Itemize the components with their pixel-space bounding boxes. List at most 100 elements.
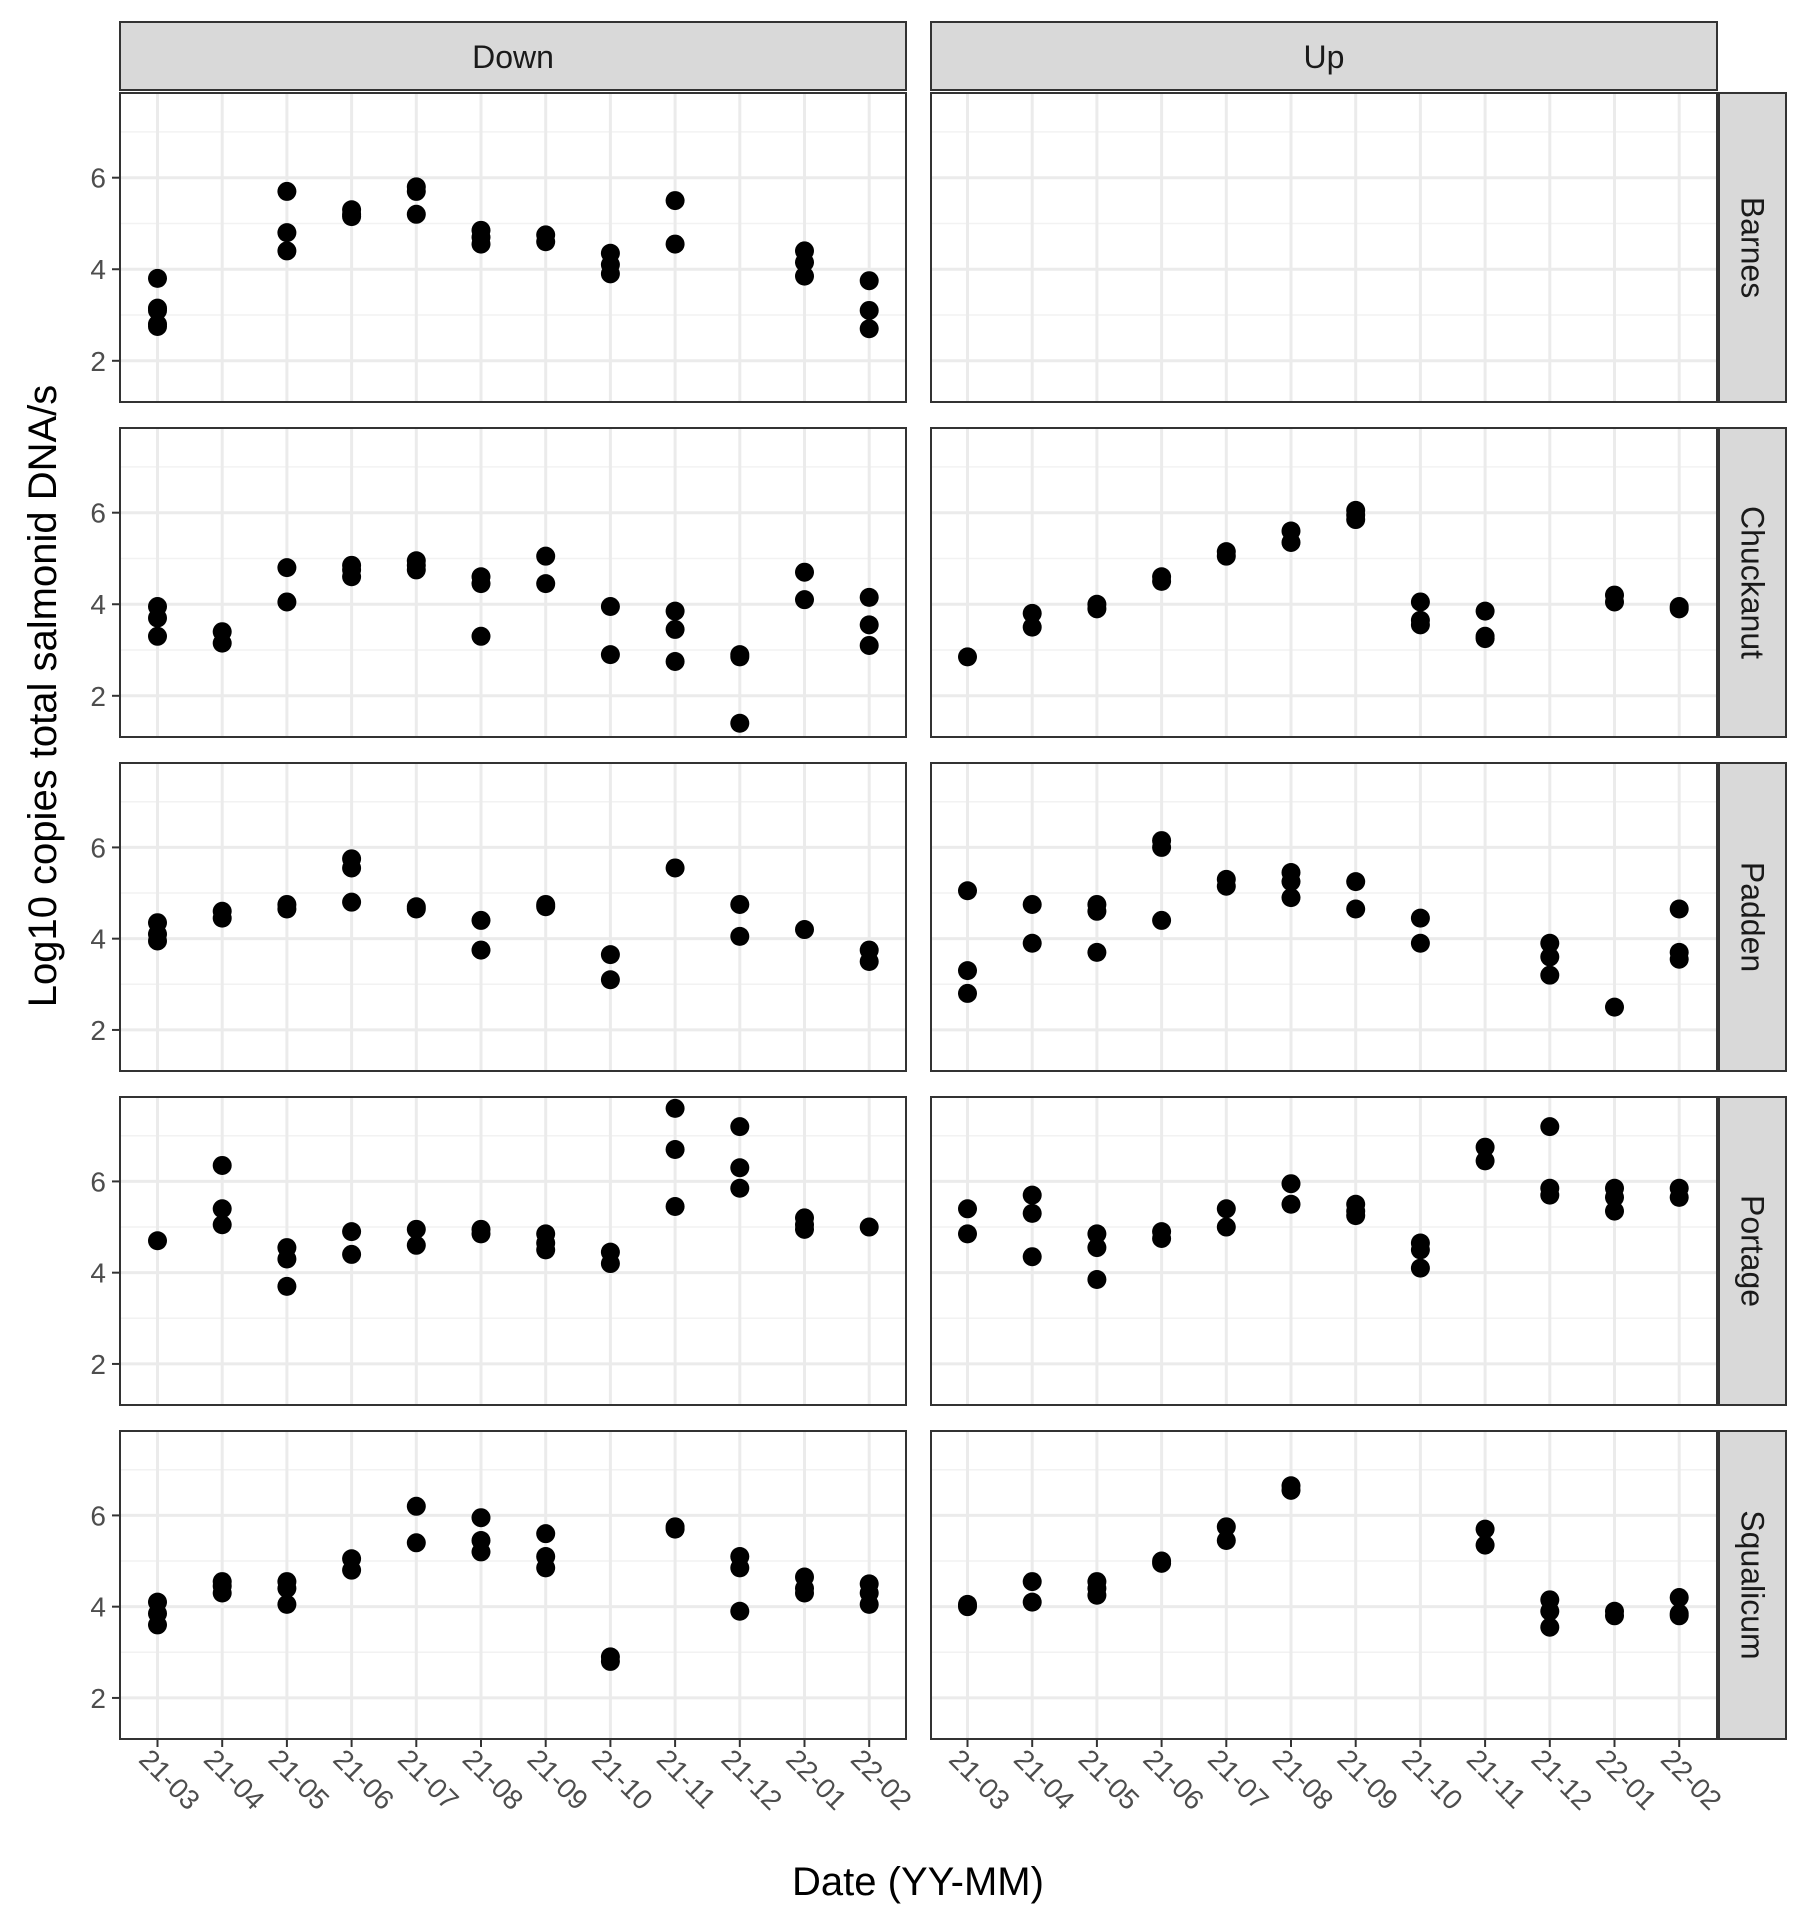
- data-point: [1281, 1194, 1301, 1214]
- data-point: [1087, 1224, 1107, 1244]
- data-point: [1152, 571, 1172, 591]
- data-point: [1087, 1270, 1107, 1290]
- data-point: [406, 1533, 426, 1553]
- data-point: [1022, 603, 1042, 623]
- data-point: [148, 1231, 167, 1251]
- panel-portage-up: [930, 1096, 1718, 1406]
- data-point: [1605, 1606, 1624, 1626]
- facet-strip-portage: [1718, 1096, 1787, 1406]
- facet-strip-label-barnes: Barnes: [1735, 197, 1771, 298]
- data-point: [1216, 546, 1236, 566]
- data-point: [406, 181, 426, 201]
- data-point: [1475, 1137, 1495, 1157]
- panel-border: [930, 762, 1718, 1072]
- data-point: [1346, 899, 1366, 919]
- panel-background: [931, 93, 1717, 402]
- data-point: [536, 897, 556, 917]
- panel-border: [930, 427, 1718, 738]
- data-point: [730, 1117, 750, 1137]
- data-point: [958, 983, 977, 1003]
- facet-strip-label-portage: Portage: [1735, 1195, 1771, 1307]
- data-point: [1410, 615, 1430, 635]
- data-point: [212, 1215, 232, 1235]
- panel-border: [119, 92, 907, 403]
- data-point: [1540, 1117, 1560, 1137]
- data-point: [958, 881, 977, 901]
- data-point: [730, 1558, 750, 1578]
- data-point: [536, 232, 556, 252]
- data-point: [212, 908, 232, 928]
- data-point: [1216, 1531, 1236, 1551]
- panel-chuckanut-up: [930, 427, 1718, 738]
- data-point: [795, 1583, 814, 1603]
- data-point: [536, 1240, 556, 1260]
- facet-strip-label-chuckanut: Chuckanut: [1735, 506, 1771, 659]
- data-point: [795, 920, 814, 940]
- data-point: [1605, 1201, 1624, 1221]
- data-point: [1087, 901, 1107, 921]
- data-point: [1152, 1228, 1172, 1248]
- data-point: [148, 931, 167, 951]
- data-point: [148, 608, 167, 628]
- data-point: [958, 1199, 977, 1219]
- panel-border: [119, 1096, 907, 1406]
- data-point: [859, 271, 879, 291]
- y-tick-label: 4: [90, 1258, 106, 1289]
- data-point: [859, 1217, 879, 1237]
- data-point: [1475, 1519, 1495, 1539]
- data-point: [1540, 965, 1560, 985]
- data-point: [277, 592, 297, 612]
- y-tick-label: 2: [90, 1015, 106, 1046]
- data-point: [1346, 872, 1366, 892]
- panel-background: [931, 428, 1717, 737]
- y-tick-label: 6: [90, 832, 106, 863]
- panel-border: [119, 427, 907, 738]
- data-point: [600, 597, 620, 617]
- data-point: [1022, 1185, 1042, 1205]
- panel-border: [930, 1430, 1718, 1740]
- data-point: [795, 562, 814, 582]
- data-point: [600, 645, 620, 665]
- panel-barnes-down: 2 4 6: [90, 92, 907, 403]
- panel-background: [931, 763, 1717, 1071]
- data-point: [1669, 599, 1689, 619]
- data-point: [471, 234, 491, 254]
- panel-border: [119, 1430, 907, 1740]
- facet-strip-barnes: [1718, 92, 1787, 403]
- data-point: [859, 615, 879, 635]
- data-point: [665, 1139, 685, 1159]
- data-point: [471, 1508, 491, 1528]
- data-point: [148, 300, 167, 320]
- data-point: [665, 858, 685, 878]
- data-point: [1475, 629, 1495, 649]
- data-point: [1152, 837, 1172, 857]
- data-point: [795, 252, 814, 272]
- x-axis-title: Date (YY-MM): [792, 1860, 1044, 1904]
- data-point: [342, 858, 362, 878]
- data-point: [958, 961, 977, 981]
- data-point: [406, 1219, 426, 1239]
- data-point: [277, 1276, 297, 1296]
- data-point: [1669, 899, 1689, 919]
- data-point: [600, 970, 620, 990]
- data-point: [1022, 617, 1042, 637]
- data-point: [1669, 1187, 1689, 1207]
- data-point: [958, 647, 977, 667]
- data-point: [1022, 1592, 1042, 1612]
- data-point: [277, 241, 297, 261]
- data-point: [212, 1199, 232, 1219]
- data-point: [665, 619, 685, 639]
- data-point: [406, 204, 426, 224]
- data-point: [730, 926, 750, 946]
- facet-strip-padden: [1718, 762, 1787, 1072]
- y-tick-label: 2: [90, 1349, 106, 1380]
- data-point: [859, 319, 879, 339]
- data-point: [1669, 949, 1689, 969]
- data-point: [730, 894, 750, 914]
- data-point: [1540, 933, 1560, 953]
- data-point: [406, 899, 426, 919]
- data-point: [1087, 599, 1107, 619]
- data-point: [665, 651, 685, 671]
- data-point: [1605, 1187, 1624, 1207]
- data-point: [342, 567, 362, 587]
